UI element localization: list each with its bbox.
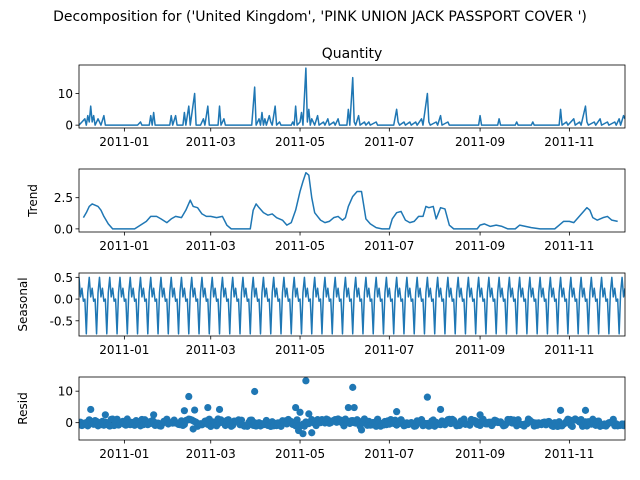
figure-suptitle: Decomposition for ('United Kingdom', 'PI… — [53, 9, 587, 25]
resid-point — [308, 429, 316, 437]
y-tick-label: 10 — [58, 385, 73, 399]
x-tick-label: 2011-01 — [99, 239, 149, 253]
axes-frame — [78, 168, 626, 233]
resid-point — [350, 403, 358, 412]
panel-2: 0.0 2.5 2011-01 2011-03 2011-05 2011-07 2011-0… — [26, 168, 626, 253]
x-tick-label: 2011-11 — [544, 343, 594, 357]
y-axis-label: Resid — [16, 392, 30, 424]
resid-point — [101, 411, 109, 419]
x-tick-label: 2011-07 — [364, 343, 414, 357]
y-tick-label: 2.5 — [54, 191, 73, 205]
x-tick-label: 2011-07 — [364, 239, 414, 253]
x-tick-label: 2011-09 — [455, 239, 505, 253]
panel-1: 0 10 2011-01 2011-03 2011-05 2011-07 2011-09 20… — [58, 46, 626, 149]
x-tick-label: 2011-05 — [275, 239, 325, 253]
resid-point — [423, 393, 431, 401]
resid-point — [568, 422, 576, 431]
plot-area — [82, 171, 618, 230]
x-tick-label: 2011-05 — [275, 343, 325, 357]
resid-point — [436, 405, 445, 414]
resid-point — [349, 383, 357, 391]
resid-point — [357, 426, 366, 434]
panel-4: 0 10 2011-01 2011-03 2011-05 2011-07 2011-09 20… — [16, 376, 626, 461]
y-tick-label: 0.0 — [54, 222, 73, 236]
resid-point — [305, 410, 313, 418]
series-line — [82, 171, 618, 230]
x-tick-label: 2011-01 — [99, 447, 149, 461]
resid-point — [292, 403, 300, 412]
x-tick-label: 2011-07 — [364, 135, 414, 149]
y-tick-label: 0.5 — [54, 271, 73, 285]
resid-point — [215, 405, 224, 414]
resid-point — [204, 403, 212, 412]
y-tick-label: 0 — [65, 119, 73, 133]
resid-point — [393, 408, 401, 416]
x-tick-label: 2011-07 — [364, 447, 414, 461]
resid-point — [150, 411, 158, 419]
x-tick-label: 2011-11 — [544, 447, 594, 461]
x-tick-label: 2011-03 — [186, 239, 236, 253]
resid-point — [344, 403, 352, 412]
y-axis-label: Trend — [26, 184, 40, 218]
x-tick-label: 2011-05 — [275, 135, 325, 149]
plot-area — [79, 67, 625, 126]
x-tick-label: 2011-09 — [455, 343, 505, 357]
resid-point — [621, 420, 625, 428]
resid-point — [189, 425, 197, 433]
resid-point — [556, 406, 565, 414]
x-tick-label: 2011-11 — [544, 239, 594, 253]
resid-point — [476, 411, 484, 419]
seasonal-line — [79, 276, 625, 335]
axes-frame — [78, 64, 626, 129]
y-tick-label: 0.0 — [54, 293, 73, 307]
resid-point — [251, 387, 259, 396]
plot-area — [79, 276, 625, 335]
x-tick-label: 2011-01 — [99, 135, 149, 149]
panels: 0 10 2011-01 2011-03 2011-05 2011-07 2011-09 20… — [16, 46, 626, 461]
y-axis-label: Seasonal — [16, 277, 30, 331]
resid-point — [293, 416, 301, 424]
axes-frame — [78, 272, 626, 337]
resid-point — [185, 392, 193, 401]
plot-area — [79, 377, 625, 438]
x-tick-label: 2011-05 — [275, 447, 325, 461]
resid-point — [581, 406, 590, 414]
y-tick-label: 10 — [58, 87, 73, 101]
x-tick-label: 2011-03 — [186, 135, 236, 149]
axes-frame — [78, 376, 626, 441]
x-tick-label: 2011-03 — [186, 343, 236, 357]
resid-point — [180, 407, 188, 415]
x-tick-label: 2011-01 — [99, 343, 149, 357]
y-tick-label: 0 — [65, 416, 73, 430]
resid-point — [87, 405, 95, 414]
panel-title: Quantity — [322, 46, 383, 62]
resid-point — [191, 406, 199, 414]
y-tick-label: -0.5 — [50, 314, 73, 328]
resid-point — [296, 408, 304, 416]
series-line — [79, 67, 625, 126]
panel-3: -0.5 0.0 0.5 2011-01 2011-03 2011-05 2011-07 20… — [16, 271, 626, 357]
resid-point — [302, 377, 310, 385]
x-tick-label: 2011-09 — [455, 135, 505, 149]
x-tick-label: 2011-09 — [455, 447, 505, 461]
x-tick-label: 2011-11 — [544, 135, 594, 149]
x-tick-label: 2011-03 — [186, 447, 236, 461]
resid-point — [294, 426, 303, 435]
